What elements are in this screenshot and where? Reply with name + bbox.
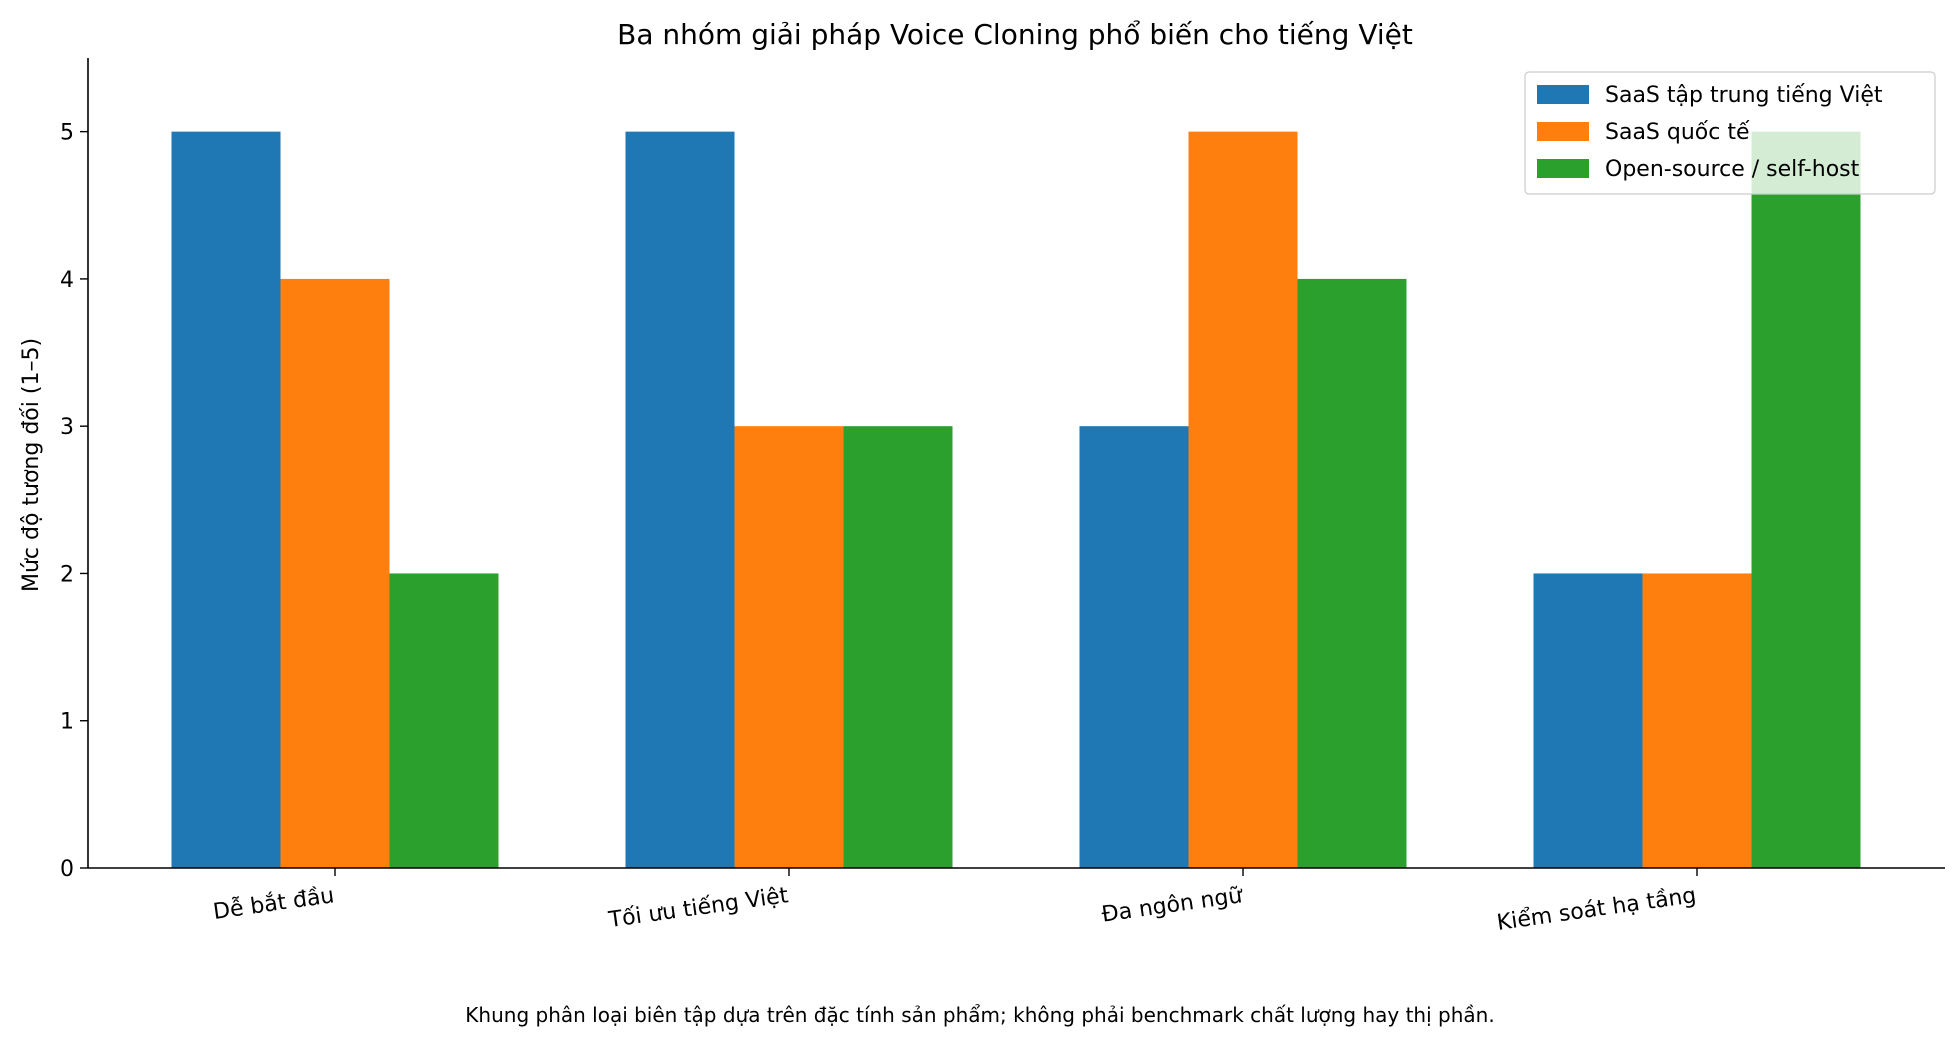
bar-1-2 <box>625 131 735 869</box>
y-ticks-group: 0 1 2 3 4 5 <box>60 121 88 882</box>
bar-2-4 <box>1642 573 1752 868</box>
legend-swatch-3 <box>1537 159 1589 178</box>
legend-label-1: SaaS tập trung tiếng Việt <box>1605 83 1883 108</box>
y-axis-label: Mức độ tương đối (1–5) <box>19 338 44 592</box>
axes-group <box>87 58 1945 869</box>
x-tick-label: Dễ bắt đầu <box>211 882 335 925</box>
bar-2-3 <box>1188 131 1298 869</box>
bar-1-4 <box>1533 573 1643 868</box>
bars-group <box>171 131 1861 869</box>
x-tick-label: Đa ngôn ngữ <box>1100 883 1245 928</box>
chart-caption: Khung phân loại biên tập dựa trên đặc tí… <box>465 1003 1494 1027</box>
bar-2-1 <box>280 278 390 869</box>
legend-swatch-1 <box>1537 85 1589 104</box>
legend-label-3: Open-source / self-host <box>1605 157 1860 182</box>
y-tick-label: 2 <box>60 562 74 587</box>
y-tick-label: 5 <box>60 121 74 146</box>
x-ticks-group: Dễ bắt đầu Tối ưu tiếng Việt Đa ngôn ngữ Ki… <box>211 868 1698 936</box>
bar-3-1 <box>389 573 499 868</box>
bar-3-2 <box>843 426 953 868</box>
y-tick-label: 0 <box>60 857 74 882</box>
y-tick-label: 1 <box>60 710 74 735</box>
legend-label-2: SaaS quốc tế <box>1605 120 1750 145</box>
x-tick-label: Tối ưu tiếng Việt <box>606 883 790 933</box>
bar-1-1 <box>171 131 281 869</box>
bar-2-2 <box>734 426 844 868</box>
x-tick-label: Kiểm soát hạ tầng <box>1495 883 1697 936</box>
bar-1-3 <box>1079 426 1189 868</box>
bar-3-3 <box>1297 278 1407 869</box>
legend-swatch-2 <box>1537 122 1589 141</box>
y-tick-label: 4 <box>60 268 74 293</box>
y-tick-label: 3 <box>60 415 74 440</box>
chart-title: Ba nhóm giải pháp Voice Cloning phổ biến… <box>617 18 1413 51</box>
bar-3-4 <box>1751 131 1861 869</box>
legend: SaaS tập trung tiếng Việt SaaS quốc tế Ope… <box>1524 71 1936 195</box>
legend-box <box>1524 71 1936 195</box>
